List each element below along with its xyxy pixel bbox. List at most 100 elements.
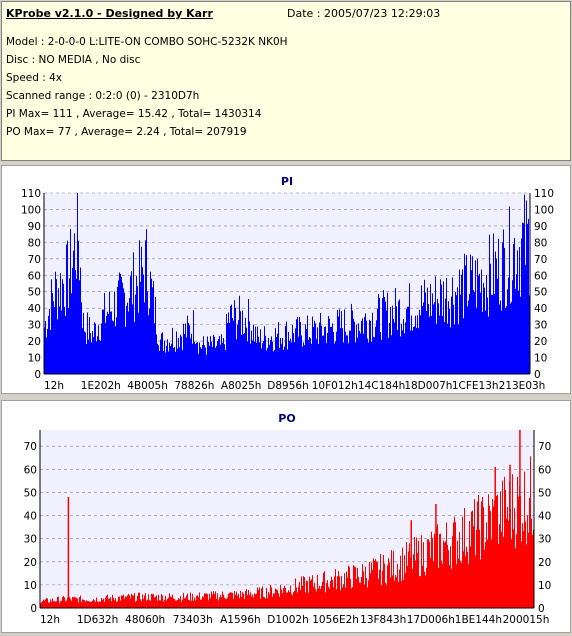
y-tick-label-right: 80 [534, 237, 547, 249]
data-bar [531, 518, 532, 608]
data-bar [260, 598, 261, 608]
data-bar [406, 542, 407, 608]
data-bar [219, 597, 220, 608]
data-bar [322, 335, 323, 374]
data-bar [141, 246, 142, 374]
data-bar [230, 306, 231, 374]
data-bar [170, 596, 171, 608]
data-bar [414, 326, 415, 374]
data-bar [413, 326, 414, 374]
data-bar [149, 308, 150, 374]
data-bar [521, 541, 522, 608]
data-bar [176, 331, 177, 374]
data-bar [257, 587, 258, 608]
data-bar [193, 310, 194, 374]
data-bar [367, 338, 368, 374]
data-bar [61, 310, 62, 374]
data-bar [517, 250, 518, 374]
y-tick-label-left: 50 [24, 487, 37, 499]
data-bar [144, 302, 145, 374]
data-bar [277, 590, 278, 608]
data-bar [183, 592, 184, 608]
data-bar [492, 498, 493, 608]
data-bar [89, 601, 90, 608]
data-bar [408, 551, 409, 608]
data-bar [182, 350, 183, 374]
data-bar [62, 597, 63, 608]
data-bar [278, 322, 279, 374]
data-bar [190, 338, 191, 374]
data-bar [318, 588, 319, 608]
data-bar [102, 600, 103, 608]
data-bar [373, 336, 374, 374]
data-bar [120, 273, 121, 374]
data-bar [195, 344, 196, 374]
data-bar [345, 331, 346, 374]
data-bar [311, 579, 312, 608]
data-bar [174, 598, 175, 608]
data-bar [293, 333, 294, 374]
data-bar [420, 315, 421, 374]
data-bar [187, 593, 188, 608]
data-bar [295, 578, 296, 608]
data-bar [236, 339, 237, 374]
data-bar [107, 594, 108, 608]
data-bar [330, 581, 331, 608]
data-bar [203, 336, 204, 374]
data-bar [454, 324, 455, 374]
data-bar [223, 594, 224, 608]
data-bar [403, 579, 404, 608]
x-tick-label: 12h [44, 380, 64, 392]
data-bar [434, 302, 435, 374]
data-bar [337, 576, 338, 608]
data-bar [346, 335, 347, 374]
data-bar [122, 595, 123, 608]
data-bar [41, 602, 42, 608]
data-bar [218, 600, 219, 608]
data-bar [392, 305, 393, 374]
data-bar [275, 588, 276, 608]
data-bar [309, 576, 310, 608]
data-bar [391, 335, 392, 374]
data-bar [386, 584, 387, 608]
data-bar [115, 326, 116, 374]
data-bar [184, 334, 185, 374]
data-bar [203, 597, 204, 608]
data-bar [96, 341, 97, 374]
data-bar [271, 336, 272, 374]
data-bar [52, 598, 53, 608]
data-bar [218, 339, 219, 374]
data-bar [85, 332, 86, 374]
data-bar [128, 311, 129, 374]
data-bar [87, 312, 88, 374]
data-bar [362, 318, 363, 374]
data-bar [239, 598, 240, 608]
data-bar [210, 336, 211, 374]
data-bar [514, 508, 515, 608]
data-bar [464, 253, 465, 374]
data-bar [449, 308, 450, 374]
data-bar [129, 298, 130, 374]
data-bar [434, 533, 435, 608]
x-tick-label: D1002h [267, 614, 308, 626]
data-bar [401, 581, 402, 608]
data-bar [251, 596, 252, 608]
x-tick-label: D8956h [267, 380, 308, 392]
data-bar [490, 263, 491, 374]
data-bar [219, 336, 220, 374]
data-bar [394, 580, 395, 608]
data-bar [415, 560, 416, 608]
x-tick-label: 1D632h [77, 614, 118, 626]
data-bar [102, 309, 103, 374]
data-bar [259, 587, 260, 608]
data-bar [214, 336, 215, 374]
data-bar [91, 601, 92, 608]
data-bar [74, 596, 75, 608]
data-bar [463, 318, 464, 374]
data-bar [355, 342, 356, 374]
data-bar [307, 315, 308, 374]
data-bar [341, 575, 342, 608]
data-bar [182, 599, 183, 608]
data-bar [207, 336, 208, 374]
data-bar [73, 597, 74, 608]
